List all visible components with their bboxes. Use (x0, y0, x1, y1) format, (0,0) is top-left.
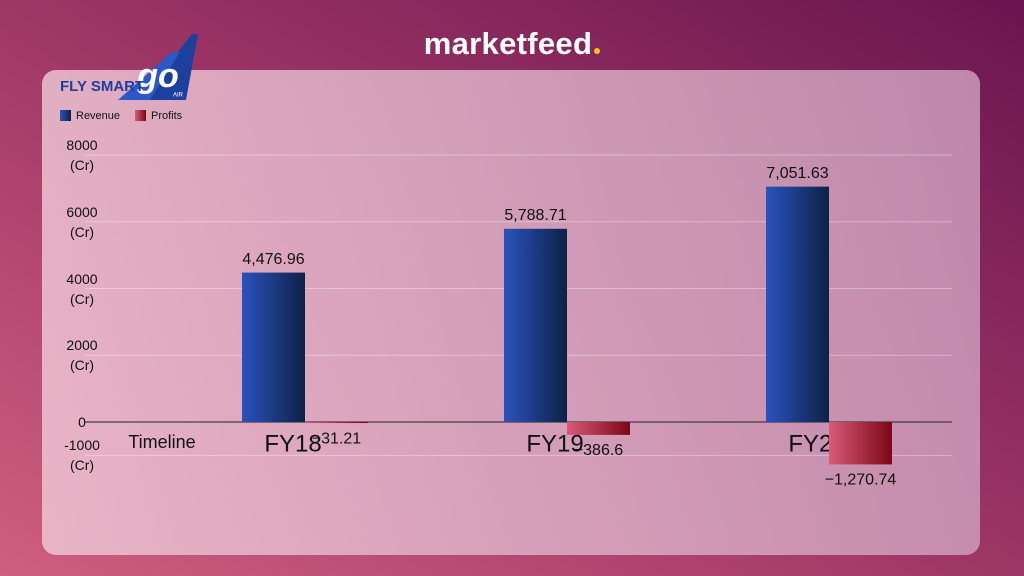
bar (242, 272, 305, 422)
value-label: 5,788.71 (504, 207, 566, 224)
logo-tagline: FLY SMART (60, 78, 144, 95)
y-tick-label: 8000 (Cr) (66, 137, 98, 173)
bar (504, 228, 567, 422)
legend-swatch (135, 110, 146, 121)
bar (829, 422, 892, 465)
legend-label: Profits (151, 110, 183, 122)
y-tick-label: 2000 (Cr) (66, 337, 98, 374)
brand-name: marketfeed (423, 26, 593, 61)
logo-sub: AIR (173, 93, 184, 99)
legend-label: Revenue (76, 110, 120, 122)
x-axis-label: Timeline (128, 432, 195, 452)
legend-swatch (60, 110, 71, 121)
value-label: −386.6 (574, 442, 623, 459)
y-tick-label: 4000 (Cr) (66, 270, 98, 307)
y-tick-label: 0 (78, 414, 86, 430)
bar (567, 422, 630, 435)
y-tick-label: 6000 (Cr) (66, 203, 98, 240)
x-tick-label: FY18 (264, 430, 321, 457)
value-label: 4,476.96 (242, 251, 304, 268)
brand-dot (594, 48, 601, 54)
bar (305, 422, 368, 424)
value-label: −31.21 (312, 430, 361, 447)
y-tick-label: -1000 (Cr) (64, 437, 100, 474)
logo-tail (118, 52, 180, 100)
bar (766, 186, 829, 422)
value-label: −1,270.74 (825, 472, 897, 489)
value-label: 7,051.63 (766, 165, 828, 182)
logo-mark: go (136, 57, 179, 95)
brand-title: marketfeed (0, 26, 1024, 62)
